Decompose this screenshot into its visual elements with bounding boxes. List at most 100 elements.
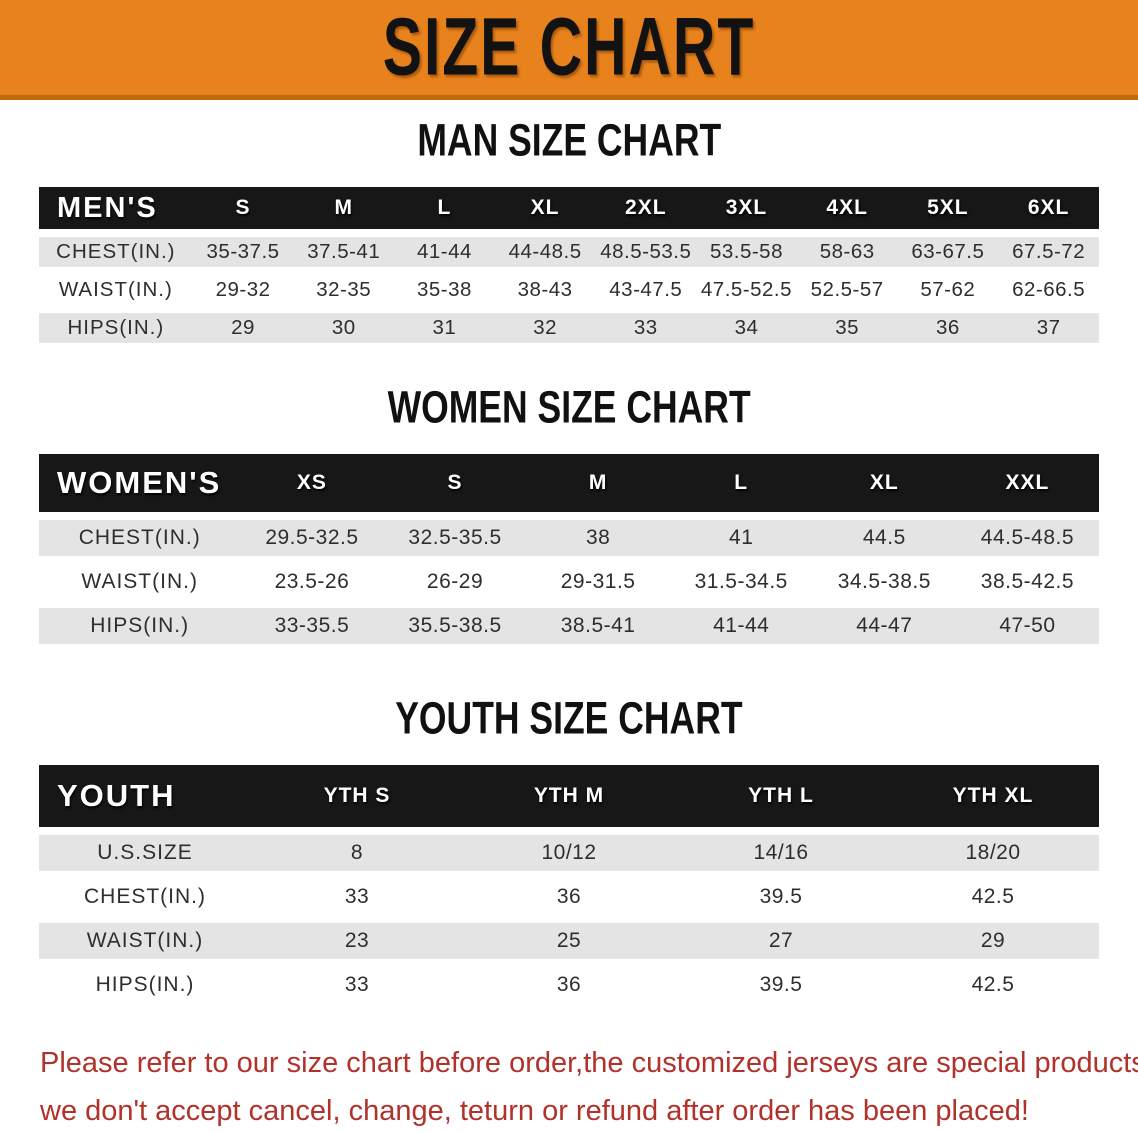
disclaimer-line-2: we don't accept cancel, change, teturn o… [40, 1095, 1029, 1127]
youth-header-row: YOUTH YTH S YTH M YTH L YTH XL [39, 765, 1099, 827]
measure-value: 8 [251, 835, 463, 871]
measure-value: 35-37.5 [192, 237, 294, 267]
size-col-header: 2XL [595, 187, 697, 229]
measure-label: WAIST(IN.) [39, 564, 241, 600]
measure-value: 35-38 [394, 275, 495, 305]
youth-corner-label: YOUTH [39, 765, 251, 827]
disclaimer: Please refer to our size chart before or… [40, 1039, 1138, 1132]
measure-label: HIPS(IN.) [39, 967, 251, 1003]
measure-value: 47.5-52.5 [696, 275, 797, 305]
measure-label: WAIST(IN.) [39, 275, 193, 305]
section-heading-women: WOMEN SIZE CHART [0, 385, 1138, 430]
measure-value: 29 [887, 923, 1099, 959]
measure-value: 52.5-57 [796, 275, 898, 305]
measure-value: 29-32 [192, 275, 294, 305]
youth-row-chest-in: CHEST(IN.) 33 36 39.5 42.5 [39, 879, 1099, 915]
men-row-waist-in: WAIST(IN.) 29-32 32-35 35-38 38-43 43-47.5 47.… [39, 275, 1099, 305]
measure-value: 29 [192, 313, 294, 343]
measure-value: 31.5-34.5 [669, 564, 813, 600]
measure-value: 38.5-42.5 [955, 564, 1099, 600]
measure-value: 38.5-41 [526, 608, 670, 644]
size-col-header: XL [812, 454, 956, 512]
size-col-header: YTH L [675, 765, 887, 827]
women-corner-label: WOMEN'S [39, 454, 241, 512]
measure-value: 35 [796, 313, 898, 343]
measure-label: U.S.SIZE [39, 835, 251, 871]
size-col-header: M [526, 454, 670, 512]
measure-label: HIPS(IN.) [39, 313, 193, 343]
measure-value: 36 [463, 879, 675, 915]
size-col-header: YTH S [251, 765, 463, 827]
size-col-header: S [383, 454, 527, 512]
measure-value: 27 [675, 923, 887, 959]
youth-row-hips-in: HIPS(IN.) 33 36 39.5 42.5 [39, 967, 1099, 1003]
women-row-waist-in: WAIST(IN.) 23.5-26 26-29 29-31.5 31.5-34.5 34… [39, 564, 1099, 600]
youth-row-u-s-size: U.S.SIZE 8 10/12 14/16 18/20 [39, 835, 1099, 871]
size-col-header: 3XL [696, 187, 797, 229]
measure-value: 47-50 [955, 608, 1099, 644]
disclaimer-line-1: Please refer to our size chart before or… [40, 1047, 1138, 1079]
section-heading-men: MAN SIZE CHART [0, 118, 1138, 163]
measure-value: 23 [251, 923, 463, 959]
youth-size-table: YOUTH YTH S YTH M YTH L YTH XL U.S.SIZE 8 10/12… [39, 757, 1099, 1011]
measure-value: 41 [669, 520, 813, 556]
measure-value: 42.5 [887, 879, 1099, 915]
size-col-header: 6XL [998, 187, 1099, 229]
measure-value: 39.5 [675, 967, 887, 1003]
measure-value: 32 [494, 313, 596, 343]
measure-value: 33 [251, 879, 463, 915]
measure-value: 58-63 [796, 237, 898, 267]
measure-value: 33 [595, 313, 697, 343]
measure-value: 25 [463, 923, 675, 959]
women-row-hips-in: HIPS(IN.) 33-35.5 35.5-38.5 38.5-41 41-44 44-… [39, 608, 1099, 644]
measure-label: CHEST(IN.) [39, 237, 193, 267]
measure-value: 26-29 [383, 564, 527, 600]
measure-value: 44.5-48.5 [955, 520, 1099, 556]
measure-value: 29.5-32.5 [240, 520, 384, 556]
size-col-header: XL [494, 187, 596, 229]
section-heading-text: WOMEN SIZE CHART [387, 382, 751, 433]
measure-value: 31 [394, 313, 495, 343]
measure-value: 41-44 [669, 608, 813, 644]
measure-value: 37.5-41 [293, 237, 395, 267]
measure-value: 53.5-58 [696, 237, 797, 267]
measure-value: 62-66.5 [998, 275, 1099, 305]
page-title: SIZE CHART [382, 1, 756, 94]
measure-value: 33-35.5 [240, 608, 384, 644]
measure-value: 33 [251, 967, 463, 1003]
measure-value: 30 [293, 313, 395, 343]
sections: MAN SIZE CHART MEN'S S M L XL 2XL 3XL 4XL 5XL 6XL C… [0, 118, 1138, 1011]
size-col-header: XS [240, 454, 384, 512]
size-col-header: YTH XL [887, 765, 1099, 827]
measure-value: 39.5 [675, 879, 887, 915]
men-corner-label: MEN'S [39, 187, 193, 229]
measure-label: WAIST(IN.) [39, 923, 251, 959]
measure-value: 23.5-26 [240, 564, 384, 600]
section-heading-text: MAN SIZE CHART [417, 115, 721, 166]
size-col-header: M [293, 187, 395, 229]
measure-value: 36 [463, 967, 675, 1003]
size-section-youth: YOUTH SIZE CHART YOUTH YTH S YTH M YTH L YTH … [0, 696, 1138, 1011]
measure-value: 32-35 [293, 275, 395, 305]
men-header-row: MEN'S S M L XL 2XL 3XL 4XL 5XL 6XL [39, 187, 1099, 229]
measure-value: 57-62 [897, 275, 999, 305]
size-col-header: L [669, 454, 813, 512]
size-col-header: 5XL [897, 187, 999, 229]
women-size-table: WOMEN'S XS S M L XL XXL CHEST(IN.) 29.5-32.5 32.5… [39, 446, 1099, 652]
measure-value: 34 [696, 313, 797, 343]
men-row-hips-in: HIPS(IN.) 29 30 31 32 33 34 35 36 37 [39, 313, 1099, 343]
measure-label: HIPS(IN.) [39, 608, 241, 644]
size-col-header: 4XL [796, 187, 898, 229]
measure-value: 34.5-38.5 [812, 564, 956, 600]
size-section-women: WOMEN SIZE CHART WOMEN'S XS S M L XL XXL CHEST(I… [0, 385, 1138, 652]
measure-value: 44.5 [812, 520, 956, 556]
section-heading-text: YOUTH SIZE CHART [395, 693, 743, 744]
size-col-header: L [394, 187, 495, 229]
measure-value: 38 [526, 520, 670, 556]
measure-value: 36 [897, 313, 999, 343]
measure-value: 14/16 [675, 835, 887, 871]
measure-value: 43-47.5 [595, 275, 697, 305]
measure-value: 10/12 [463, 835, 675, 871]
women-header-row: WOMEN'S XS S M L XL XXL [39, 454, 1099, 512]
